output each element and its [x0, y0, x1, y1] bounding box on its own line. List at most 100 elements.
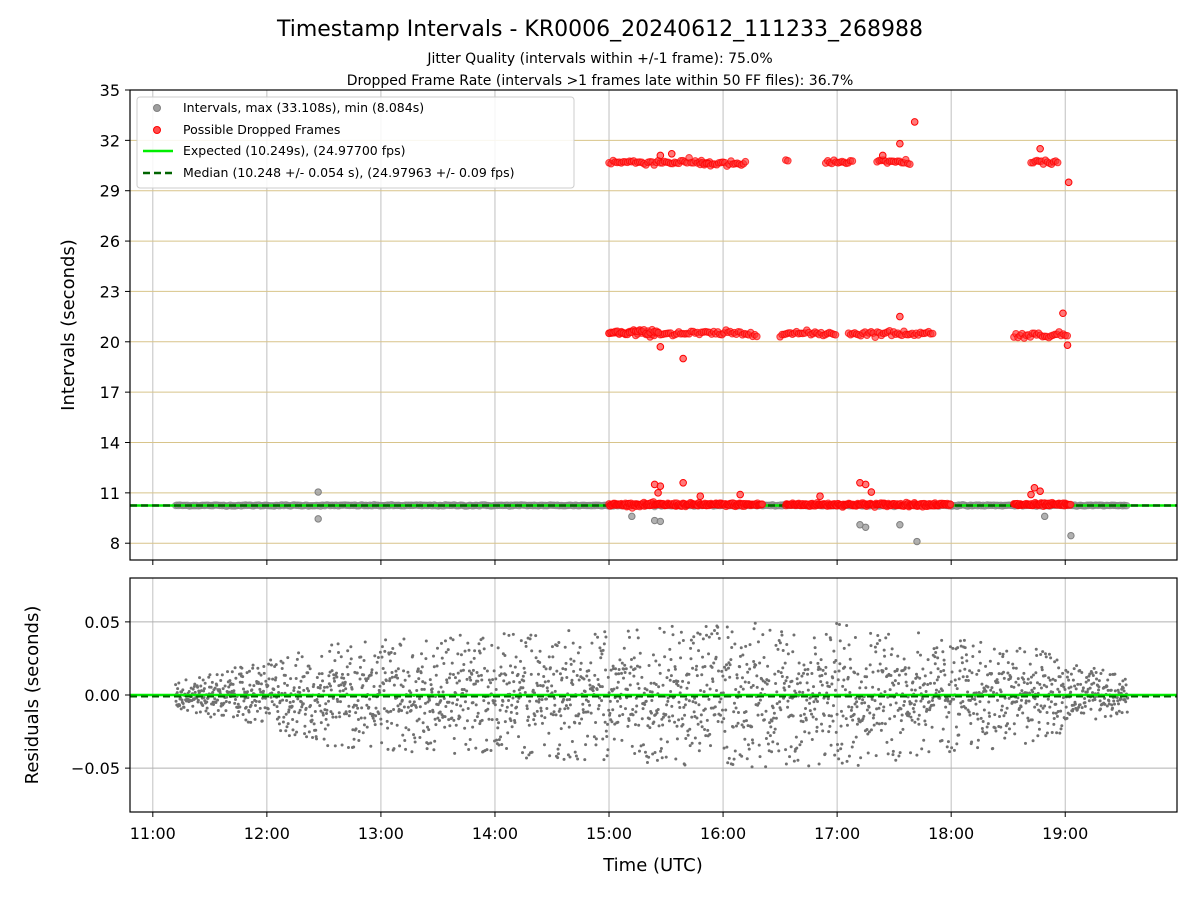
residual-point: [842, 646, 846, 650]
residual-point: [1043, 704, 1047, 708]
residual-point: [697, 649, 701, 653]
residual-point: [721, 708, 725, 712]
residual-point: [445, 678, 449, 682]
legend-label-expected: Expected (10.249s), (24.97700 fps): [183, 143, 405, 158]
residual-point: [711, 679, 715, 683]
residual-point: [395, 723, 399, 727]
residual-point: [461, 708, 465, 712]
residual-point: [354, 703, 358, 707]
residual-point: [861, 717, 865, 721]
residual-point: [1103, 696, 1107, 700]
residual-point: [1046, 697, 1050, 701]
residual-point: [479, 673, 483, 677]
residual-point: [775, 690, 779, 694]
residual-point: [298, 691, 302, 695]
residual-point: [524, 644, 528, 648]
residual-point: [675, 737, 679, 741]
residual-point: [218, 689, 222, 693]
residual-point: [307, 689, 311, 693]
residual-point: [555, 669, 559, 673]
residual-point: [459, 704, 463, 708]
residual-point: [578, 668, 582, 672]
residual-point: [833, 670, 837, 674]
residual-point: [507, 681, 511, 685]
residual-point: [806, 667, 810, 671]
residual-point: [269, 663, 273, 667]
residual-point: [303, 724, 307, 728]
residual-point: [515, 705, 519, 709]
residual-point: [259, 673, 263, 677]
residual-point: [1083, 701, 1087, 705]
residual-point: [1073, 702, 1077, 706]
residual-point: [855, 705, 859, 709]
residual-point: [603, 720, 607, 724]
residual-point: [857, 696, 861, 700]
residual-point: [336, 700, 340, 704]
residual-point: [255, 709, 259, 713]
residual-point: [888, 717, 892, 721]
residual-point: [451, 638, 455, 642]
residual-point: [1019, 705, 1023, 709]
residual-point: [258, 687, 262, 691]
residual-point: [499, 735, 503, 739]
residual-point: [1002, 676, 1006, 680]
residual-point: [772, 730, 776, 734]
residual-point: [285, 683, 289, 687]
residual-point: [377, 712, 381, 716]
x-tick-label: 13:00: [358, 824, 404, 843]
residual-point: [667, 715, 671, 719]
dropped-frame-point: [656, 343, 665, 351]
residual-point: [764, 736, 768, 740]
residual-point: [1055, 714, 1059, 718]
residual-point: [1004, 724, 1008, 728]
residual-point: [982, 708, 986, 712]
residual-point: [824, 632, 828, 636]
residual-point: [213, 697, 217, 701]
residual-point: [271, 677, 275, 681]
residual-point: [925, 708, 929, 712]
residual-point: [881, 669, 885, 673]
residual-point: [932, 647, 936, 651]
residual-point: [1116, 688, 1120, 692]
residual-point: [341, 689, 345, 693]
residual-point: [736, 721, 740, 725]
residual-point: [415, 719, 419, 723]
residual-point: [421, 680, 425, 684]
residual-point: [540, 698, 544, 702]
residual-point: [1037, 727, 1041, 731]
residual-point: [813, 646, 817, 650]
residual-point: [624, 667, 628, 671]
residual-point: [276, 709, 280, 713]
residual-point: [827, 685, 831, 689]
residual-point: [201, 704, 205, 708]
residual-point: [480, 678, 484, 682]
residual-point: [483, 666, 487, 670]
residual-point: [473, 682, 477, 686]
top-y-tick-label: 17: [100, 383, 120, 402]
residual-point: [493, 699, 497, 703]
dropped-frame-point: [1066, 500, 1075, 509]
residual-point: [791, 714, 795, 718]
residual-point: [330, 669, 334, 673]
residual-point: [679, 685, 683, 689]
residual-point: [987, 711, 991, 715]
bottom-y-tick-label: −0.05: [71, 759, 120, 778]
residual-point: [771, 740, 775, 744]
residual-point: [802, 712, 806, 716]
residual-point: [425, 747, 429, 751]
residual-point: [249, 703, 253, 707]
residual-point: [286, 656, 290, 660]
residual-point: [1106, 678, 1110, 682]
residual-point: [261, 689, 265, 693]
residual-point: [766, 731, 770, 735]
residual-point: [796, 682, 800, 686]
residual-point: [732, 710, 736, 714]
residual-point: [1051, 677, 1055, 681]
residual-point: [751, 684, 755, 688]
residual-point: [1035, 653, 1039, 657]
residual-point: [707, 697, 711, 701]
residual-point: [741, 687, 745, 691]
residual-point: [942, 669, 946, 673]
residual-point: [245, 690, 249, 694]
residual-point: [473, 719, 477, 723]
